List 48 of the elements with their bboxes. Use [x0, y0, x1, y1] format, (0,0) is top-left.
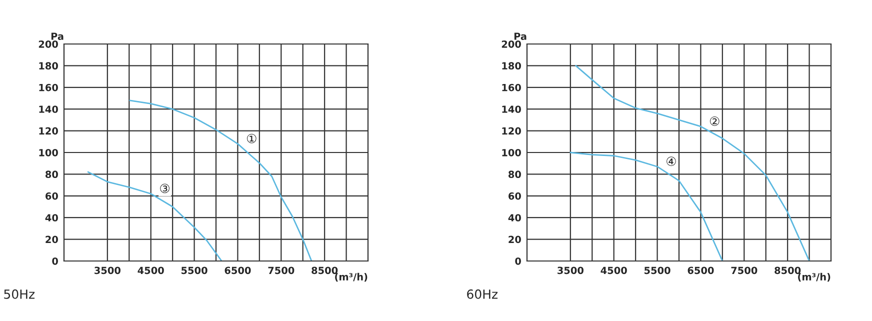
y-tick-label: 60 [46, 192, 58, 200]
y-tick-label: 200 [38, 40, 58, 48]
line-series [570, 152, 724, 261]
text: 50Hz [4, 289, 35, 299]
x-axis-title: (m³/h) [335, 272, 368, 282]
y-tick-label: 80 [46, 170, 58, 178]
line-series [575, 65, 810, 261]
y-axis-title: Pa [51, 32, 64, 40]
x-tick-label: 8500 [774, 266, 801, 274]
y-tick-label: 40 [45, 214, 58, 222]
annotation: ④ [666, 156, 676, 166]
y-tick-label: 100 [39, 148, 58, 156]
x-tick-label: 6500 [688, 266, 714, 274]
y-tick-label: 180 [39, 62, 58, 70]
x-tick-label: 7500 [731, 266, 758, 274]
x-tick-label: 5500 [182, 266, 208, 274]
y-tick-label: 40 [508, 214, 521, 222]
y-tick-label: 80 [508, 170, 521, 178]
y-tick-label: 60 [508, 192, 521, 200]
y-tick-label: 20 [508, 236, 521, 244]
annotation: ③ [160, 184, 170, 194]
annotation: ② [710, 116, 720, 126]
y-tick-label: 180 [502, 62, 521, 70]
y-tick-label: 120 [39, 127, 58, 135]
x-tick-label: 3500 [558, 266, 584, 274]
x-tick-label: 6500 [224, 266, 251, 274]
x-tick-label: 3500 [94, 266, 120, 274]
x-tick-label: 4500 [600, 266, 627, 274]
y-tick-label: 20 [46, 236, 58, 244]
y-tick-label: 120 [502, 127, 521, 135]
y-tick-label: 100 [502, 148, 521, 156]
x-tick-label: 8500 [312, 266, 338, 274]
x-axis-title: (m³/h) [798, 272, 830, 282]
x-tick-label: 7500 [268, 266, 294, 274]
y-axis-title: Pa [514, 32, 526, 40]
x-tick-label: 5500 [644, 266, 670, 274]
y-tick-label: 0 [52, 257, 58, 265]
y-tick-label: 160 [502, 84, 521, 92]
line-series [129, 100, 312, 261]
line-series [87, 171, 222, 261]
y-tick-label: 160 [39, 84, 58, 92]
x-tick-label: 4500 [138, 266, 164, 274]
annotation: ① [246, 134, 256, 144]
text: 60Hz [467, 289, 498, 299]
y-tick-label: 140 [502, 106, 521, 113]
y-tick-label: 0 [515, 257, 521, 265]
y-tick-label: 140 [39, 106, 58, 113]
y-tick-label: 200 [502, 40, 521, 48]
